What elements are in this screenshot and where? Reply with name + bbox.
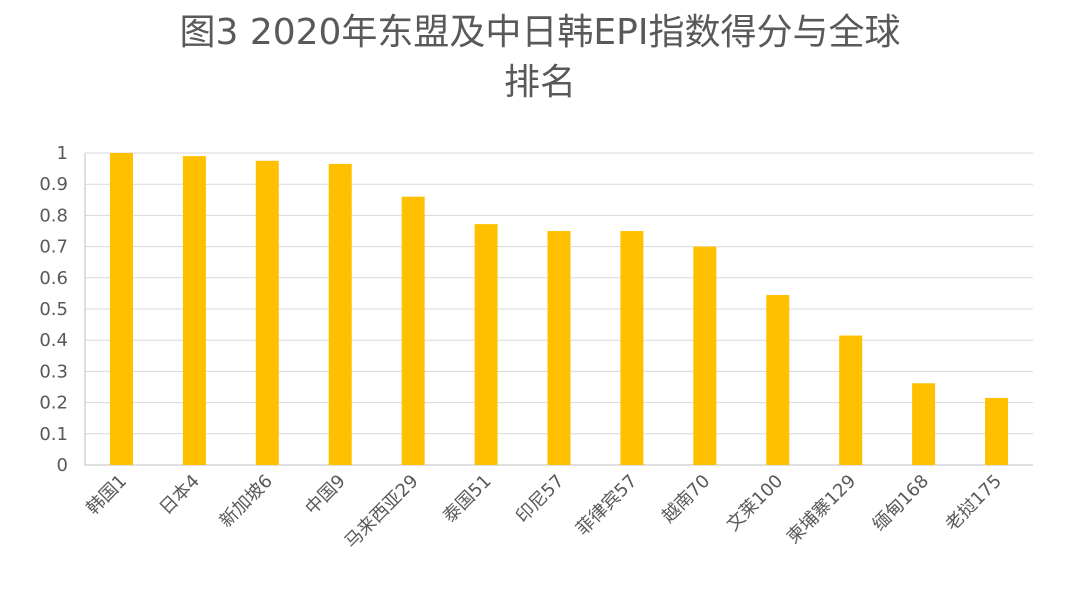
bar (912, 383, 936, 465)
bar (547, 231, 571, 465)
x-tick-label: 马来西亚29 (341, 471, 423, 553)
bar (328, 163, 352, 466)
x-tick-label: 老挝175 (941, 471, 1006, 536)
x-tick-label: 日本4 (156, 471, 204, 519)
x-tick-label: 菲律宾57 (572, 471, 641, 540)
bar (693, 246, 717, 465)
bar (766, 294, 790, 465)
x-tick-label: 韩国1 (83, 471, 131, 519)
y-tick-label: 0.4 (39, 330, 68, 351)
y-tick-label: 1 (57, 143, 68, 164)
x-tick-label: 泰国51 (439, 471, 496, 528)
x-tick-label: 文莱100 (723, 471, 788, 536)
bar (985, 397, 1009, 465)
chart-title-line2: 排名 (503, 62, 576, 103)
bar (255, 160, 279, 466)
x-tick-label: 越南70 (658, 471, 715, 528)
y-tick-label: 0.8 (39, 205, 68, 226)
y-tick-label: 0.6 (39, 268, 68, 289)
x-tick-label: 柬埔寨129 (783, 471, 860, 548)
y-tick-label: 0.3 (39, 361, 68, 382)
bar (620, 231, 644, 465)
x-tick-label: 缅甸168 (869, 471, 934, 536)
y-tick-label: 0.2 (39, 393, 68, 414)
bar (401, 196, 425, 465)
bar (839, 335, 863, 465)
bar (474, 224, 498, 465)
y-tick-label: 0.5 (39, 299, 68, 320)
x-tick-label: 印尼57 (512, 471, 569, 528)
y-tick-label: 0.9 (39, 174, 68, 195)
chart-title: 图3 2020年东盟及中日韩EPI指数得分与全球 排名 (0, 8, 1080, 108)
x-tick-label: 中国9 (301, 471, 349, 519)
x-tick-label: 新加坡6 (216, 471, 277, 532)
bars (109, 153, 1009, 466)
bar (109, 153, 133, 465)
y-tick-label: 0 (57, 455, 68, 476)
y-axis: 0 0.1 0.2 0.3 0.4 0.5 0.6 0.7 0.8 0.9 1 (39, 143, 86, 476)
chart-title-line1: 图3 2020年东盟及中日韩EPI指数得分与全球 (179, 12, 901, 53)
y-tick-label: 0.7 (39, 237, 68, 258)
y-tick-label: 0.1 (39, 424, 68, 445)
bar (182, 156, 206, 465)
